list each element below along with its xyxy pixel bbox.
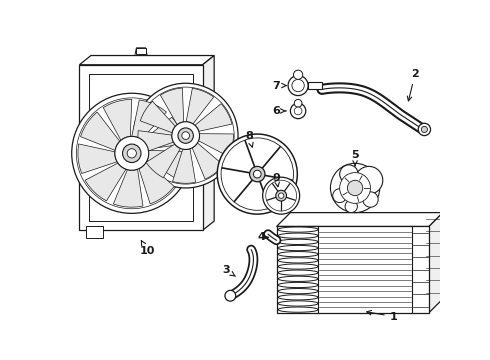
Circle shape [294,107,302,115]
Bar [308,82,322,89]
Polygon shape [143,117,185,149]
Circle shape [115,136,149,170]
Polygon shape [276,213,443,226]
Text: 5: 5 [351,150,359,166]
Circle shape [72,93,192,213]
Circle shape [127,149,136,158]
Circle shape [294,99,302,107]
Polygon shape [86,226,102,238]
Circle shape [253,170,261,178]
Polygon shape [103,99,132,140]
Circle shape [421,126,427,132]
Circle shape [182,132,190,139]
Circle shape [345,200,357,213]
Polygon shape [172,149,196,183]
Polygon shape [160,88,184,125]
Polygon shape [132,100,167,139]
Polygon shape [74,138,79,156]
Circle shape [133,83,238,188]
Polygon shape [192,143,223,179]
Circle shape [340,165,358,183]
Circle shape [217,134,297,214]
Text: 4: 4 [257,232,268,242]
Polygon shape [276,226,429,313]
Bar [136,48,147,54]
Polygon shape [79,65,203,230]
Circle shape [137,87,234,184]
Polygon shape [140,101,175,133]
Text: 10: 10 [140,240,155,256]
Circle shape [76,98,187,209]
Circle shape [292,80,304,92]
Circle shape [178,128,194,143]
Polygon shape [189,128,204,166]
Circle shape [278,193,284,198]
Polygon shape [186,88,214,124]
Circle shape [294,70,303,80]
Text: 8: 8 [245,131,253,147]
Circle shape [172,122,199,149]
Polygon shape [203,55,214,230]
Polygon shape [146,144,180,178]
Circle shape [347,180,363,195]
Polygon shape [78,144,117,174]
Polygon shape [429,213,443,313]
Circle shape [288,76,308,95]
Text: 6: 6 [272,106,286,116]
Text: 1: 1 [367,310,397,321]
Polygon shape [139,162,174,204]
Circle shape [355,166,383,194]
Polygon shape [135,48,147,55]
Circle shape [266,180,296,211]
Polygon shape [195,104,232,131]
Polygon shape [80,112,120,150]
Circle shape [330,163,380,213]
Circle shape [122,144,141,163]
Circle shape [221,138,294,210]
Text: 2: 2 [407,69,419,101]
Circle shape [276,190,287,201]
Polygon shape [89,74,194,221]
Polygon shape [79,55,214,65]
Circle shape [363,192,378,207]
Circle shape [249,166,265,182]
Circle shape [340,172,370,203]
Circle shape [225,291,236,301]
Polygon shape [113,169,143,207]
Polygon shape [198,134,233,157]
Text: 3: 3 [222,265,235,276]
Polygon shape [147,150,186,180]
Circle shape [263,177,300,214]
Polygon shape [85,163,126,201]
Circle shape [291,103,306,119]
Polygon shape [138,131,173,153]
Text: 9: 9 [272,173,280,187]
Circle shape [333,189,346,203]
Text: 7: 7 [272,81,286,91]
Circle shape [418,123,431,136]
